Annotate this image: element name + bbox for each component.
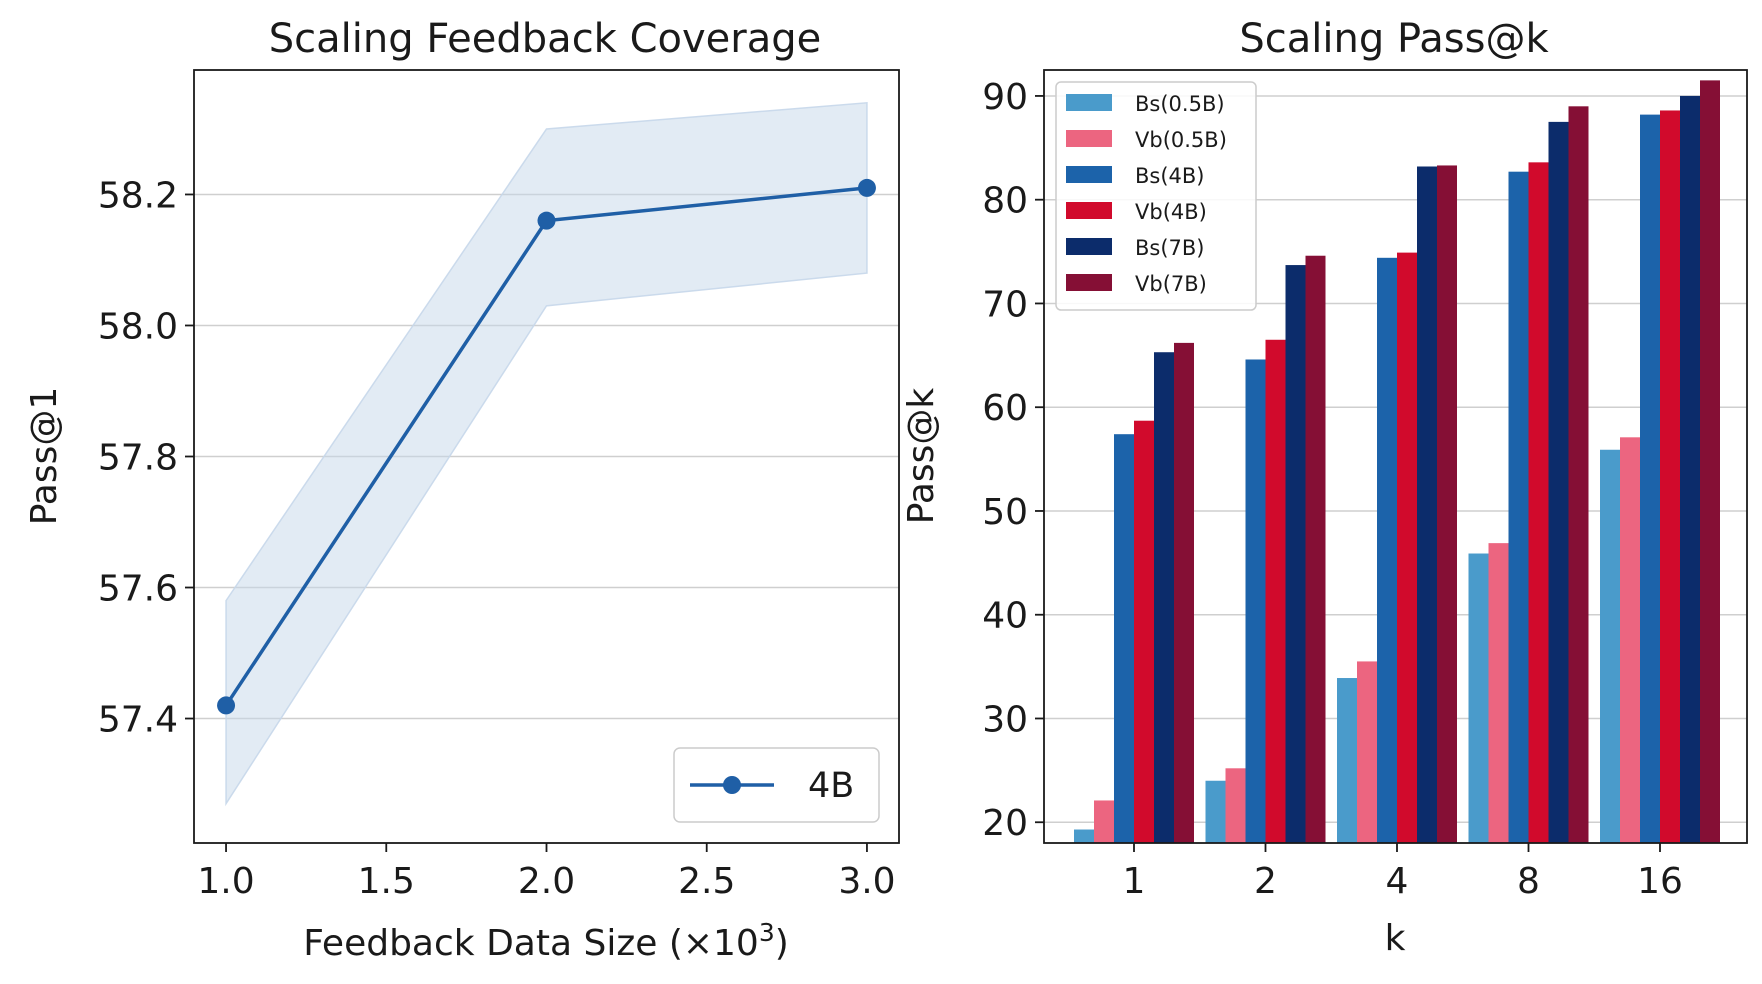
bar-chart-panel: Scaling Pass@k 1 2 4 8 16 20 30 40 50 60 70 80 90 k… — [901, 16, 1748, 959]
y-tick-label: 70 — [982, 284, 1028, 325]
bar-chart-x-axis-label: k — [1385, 918, 1406, 959]
legend-label: Vb(7B) — [1135, 272, 1207, 296]
bar — [1397, 252, 1417, 844]
y-tick-label: 57.8 — [98, 438, 178, 479]
bar — [1437, 165, 1457, 844]
data-point — [857, 178, 876, 197]
bar-chart-title: Scaling Pass@k — [1239, 16, 1549, 62]
bar — [1568, 106, 1589, 844]
bar — [1305, 255, 1326, 843]
y-tick-label: 58.2 — [98, 175, 178, 216]
y-tick-label: 20 — [982, 803, 1028, 844]
legend-swatch — [1066, 238, 1112, 255]
x-tick-label: 1.0 — [197, 861, 254, 902]
bar — [1225, 768, 1246, 843]
y-tick-label: 57.6 — [98, 569, 178, 610]
x-tick-label: 1.5 — [358, 861, 415, 902]
line-chart-y-axis-label: Pass@1 — [24, 387, 65, 526]
legend-swatch — [1066, 166, 1112, 183]
x-tick-label: 3.0 — [838, 861, 895, 902]
line-chart-y-ticks: 57.4 57.6 57.8 58.0 58.2 — [98, 175, 194, 741]
bar — [1174, 342, 1194, 843]
bar — [1134, 420, 1154, 843]
y-tick-label: 60 — [982, 388, 1028, 429]
x-axis-label-exponent: 3 — [759, 918, 775, 947]
x-tick-label: 2.0 — [518, 861, 575, 902]
y-tick-label: 58.0 — [98, 306, 178, 347]
x-tick-label: 8 — [1517, 861, 1540, 902]
bar — [1660, 110, 1680, 844]
data-point — [537, 211, 556, 230]
line-chart-x-ticks: 1.0 1.5 2.0 2.5 3.0 — [197, 843, 896, 902]
bar-chart-y-ticks: 20 30 40 50 60 70 80 90 — [982, 77, 1044, 844]
data-point — [217, 696, 236, 715]
bar — [1528, 162, 1549, 843]
y-tick-label: 30 — [982, 699, 1028, 740]
bar — [1468, 553, 1489, 843]
y-tick-label: 80 — [982, 181, 1028, 222]
line-chart-legend-box — [673, 747, 880, 823]
y-tick-label: 50 — [982, 492, 1028, 533]
legend-label: Bs(4B) — [1135, 164, 1205, 188]
line-chart-legend: 4B — [673, 747, 880, 823]
bar — [1245, 359, 1266, 843]
line-chart-title: Scaling Feedback Coverage — [269, 16, 821, 62]
line-chart-x-axis-label: Feedback Data Size (×103) — [303, 918, 789, 964]
bar-chart-x-ticks: 1 2 4 8 16 — [1123, 843, 1683, 902]
confidence-band — [225, 101, 868, 807]
bar — [1337, 678, 1357, 843]
legend-label-4B: 4B — [808, 766, 854, 806]
bar — [1640, 114, 1660, 844]
bar — [1600, 449, 1620, 843]
y-tick-label: 40 — [982, 596, 1028, 637]
legend-swatch — [1066, 130, 1112, 147]
bar — [1114, 434, 1134, 843]
legend-swatch — [1066, 202, 1112, 219]
legend-marker-4B — [723, 776, 741, 794]
bar — [1377, 257, 1397, 843]
legend-swatch — [1066, 274, 1112, 291]
legend-label: Vb(4B) — [1135, 200, 1207, 224]
bar — [1417, 166, 1437, 843]
bar — [1074, 829, 1094, 843]
legend-label: Bs(7B) — [1135, 236, 1205, 260]
bar — [1357, 661, 1377, 843]
bar — [1488, 543, 1509, 843]
bar — [1285, 265, 1306, 843]
legend-label: Vb(0.5B) — [1135, 128, 1227, 152]
x-tick-label: 16 — [1637, 861, 1683, 902]
line-chart-panel: Scaling Feedback Coverage 1.0 1.5 2.0 2.5 3.… — [24, 16, 900, 964]
x-tick-label: 1 — [1123, 861, 1146, 902]
legend-swatch — [1066, 94, 1112, 111]
bar — [1154, 352, 1174, 843]
bar-chart-axes-frame — [1043, 69, 1748, 844]
x-axis-label-suffix: ) — [775, 923, 789, 964]
y-tick-label: 90 — [982, 77, 1028, 118]
x-tick-label: 2.5 — [678, 861, 735, 902]
bar — [1205, 780, 1226, 843]
bar — [1094, 800, 1114, 843]
bar — [1508, 171, 1529, 843]
bar — [1700, 80, 1720, 843]
bar-chart-bars — [1074, 80, 1720, 844]
legend-label: Bs(0.5B) — [1135, 92, 1225, 116]
series-points-4B — [217, 178, 876, 715]
x-axis-label-text: Feedback Data Size (×10 — [303, 923, 759, 964]
bar-chart-legend: Bs(0.5B) Vb(0.5B) Bs(4B) Vb(4B) Bs(7B) Vb(7B) — [1055, 81, 1257, 311]
bar — [1548, 121, 1569, 843]
bar — [1265, 339, 1286, 843]
x-tick-label: 2 — [1254, 861, 1277, 902]
bar — [1620, 437, 1640, 843]
bar — [1680, 95, 1700, 844]
x-tick-label: 4 — [1386, 861, 1409, 902]
y-tick-label: 57.4 — [98, 700, 178, 741]
bar-chart-y-axis-label: Pass@k — [901, 388, 942, 525]
